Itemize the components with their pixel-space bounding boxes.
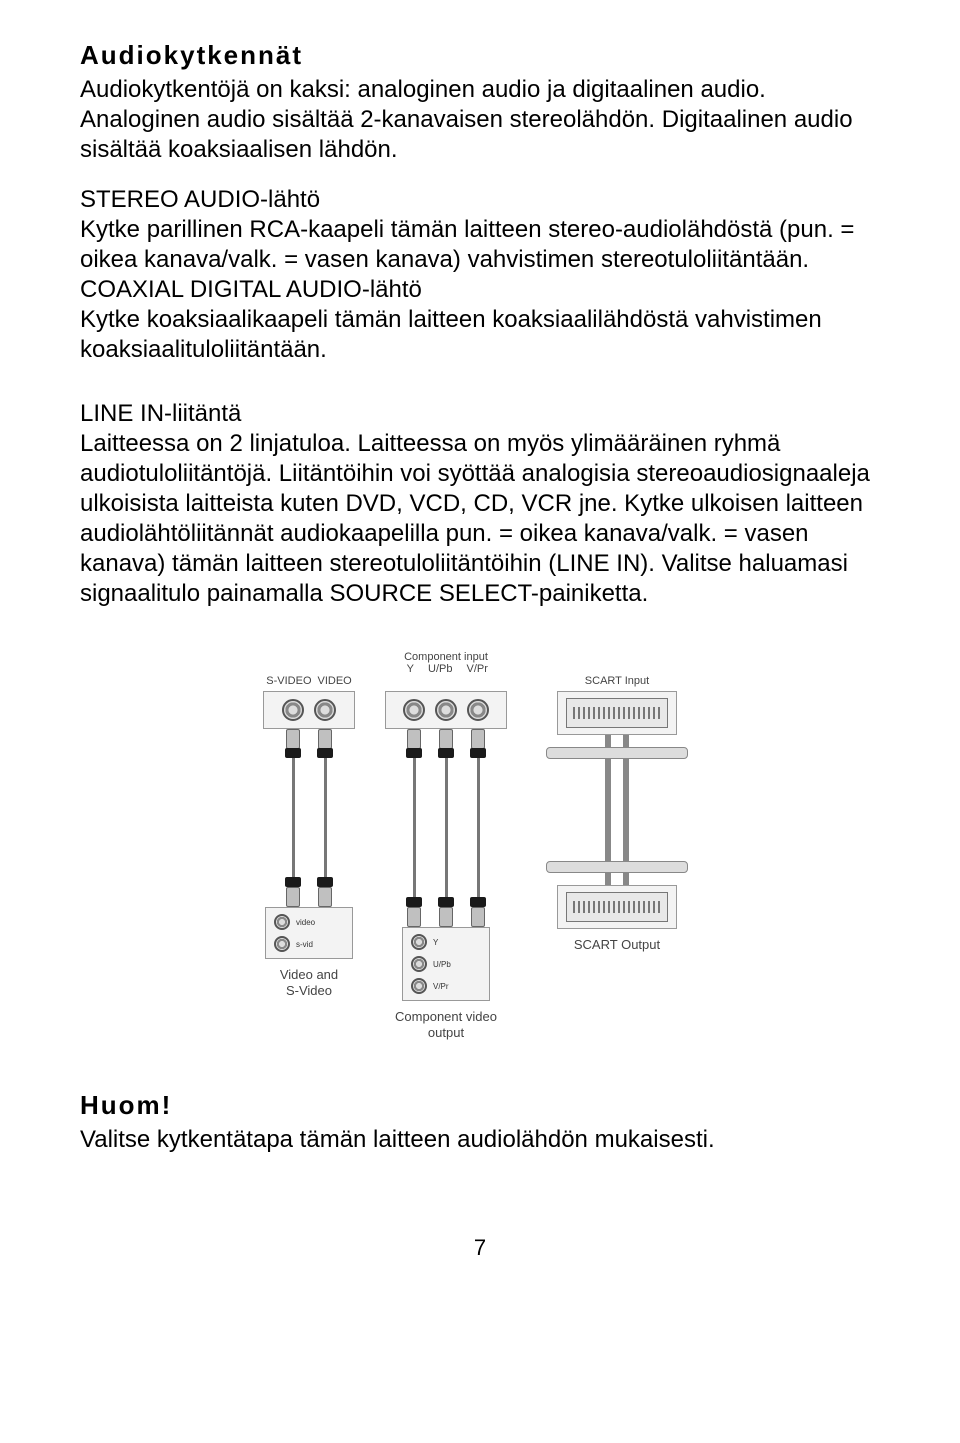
- label-video: VIDEO: [318, 675, 352, 687]
- cable-video: [317, 729, 333, 907]
- paragraph-linein: Laitteessa on 2 linjatuloa. Laitteessa o…: [80, 429, 880, 609]
- paragraph-stereo: Kytke parillinen RCA-kaapeli tämän laitt…: [80, 215, 880, 275]
- jack-vpr: [467, 699, 489, 721]
- jack-y: [403, 699, 425, 721]
- subhead-coax: COAXIAL DIGITAL AUDIO-lähtö: [80, 275, 880, 305]
- diagram-col-svideo: S-VIDEO VIDEO: [263, 639, 355, 998]
- caption-svideo: Video and S-Video: [280, 967, 338, 998]
- jack-svideo: [282, 699, 304, 721]
- subhead-stereo: STEREO AUDIO-lähtö: [80, 185, 880, 215]
- label-y: Y: [407, 663, 414, 675]
- label-svideo: S-VIDEO: [266, 675, 311, 687]
- label-vpr: V/Pr: [466, 663, 487, 675]
- label-upb: U/Pb: [428, 663, 452, 675]
- paragraph-huom: Valitse kytkentätapa tämän laitteen audi…: [80, 1125, 880, 1155]
- subhead-linein: LINE IN-liitäntä: [80, 399, 880, 429]
- jack-video: [314, 699, 336, 721]
- scart-input: [557, 691, 677, 735]
- cable-svideo: [285, 729, 301, 907]
- connection-diagram: S-VIDEO VIDEO: [80, 639, 880, 1040]
- label-component-header: Component input: [404, 651, 488, 663]
- diagram-col-component: Component input Y U/Pb V/Pr: [385, 639, 507, 1040]
- label-scart-header: SCART Input: [585, 675, 649, 687]
- caption-component: Component video output: [395, 1009, 497, 1040]
- page-number: 7: [80, 1235, 880, 1261]
- paragraph-coax: Kytke koaksiaalikaapeli tämän laitteen k…: [80, 305, 880, 365]
- heading-huom: Huom!: [80, 1090, 880, 1121]
- heading-audiokytkennat: Audiokytkennät: [80, 40, 880, 71]
- diagram-col-scart: SCART Input SCART Output: [537, 639, 697, 953]
- jack-upb: [435, 699, 457, 721]
- paragraph-intro: Audiokytkentöjä on kaksi: analoginen aud…: [80, 75, 880, 165]
- caption-scart: SCART Output: [574, 937, 660, 953]
- scart-output: [557, 885, 677, 929]
